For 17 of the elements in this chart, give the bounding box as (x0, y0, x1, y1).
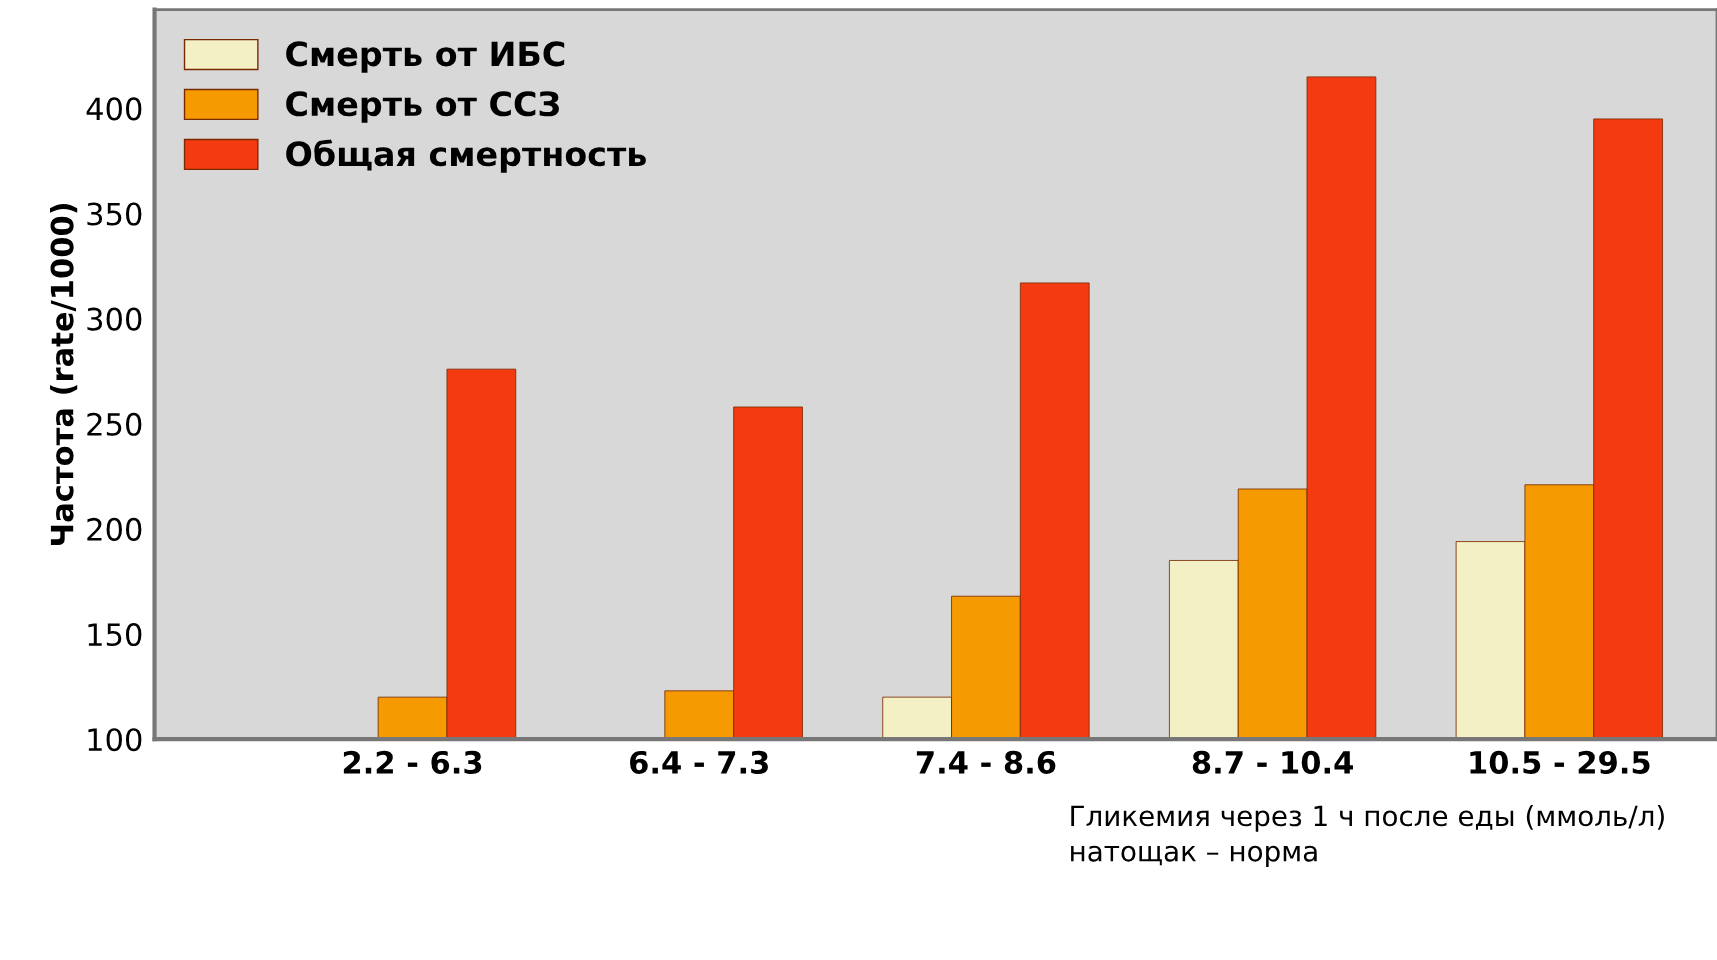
legend-label: Смерть от ССЗ (286, 91, 559, 123)
x-tick-label: 6.4 - 7.3 (630, 750, 768, 774)
y-tick-label: 150 (88, 623, 142, 647)
y-tick-label: 200 (87, 517, 142, 541)
y-tick-label: 300 (87, 307, 142, 331)
x-axis-title: Гликемия через 1 ч после еды (ммоль/л) натощак – норма (1071, 804, 1664, 868)
y-tick-label: 400 (86, 97, 142, 121)
y-tick-label: 100 (88, 728, 142, 752)
y-tick-label: 250 (87, 412, 142, 436)
x-tick-label: 2.2 - 6.3 (343, 750, 482, 774)
y-tick-label: 350 (87, 202, 142, 226)
legend-label: Смерть от ИБС (286, 41, 565, 73)
legend-label: Общая смертность (286, 139, 646, 173)
x-tick-label: 10.5 - 29.5 (1470, 750, 1650, 774)
x-tick-label: 8.7 - 10.4 (1192, 750, 1353, 774)
y-axis-title: Частота (rate/1000) (50, 203, 78, 546)
x-tick-label: 7.4 - 8.6 (916, 750, 1056, 774)
